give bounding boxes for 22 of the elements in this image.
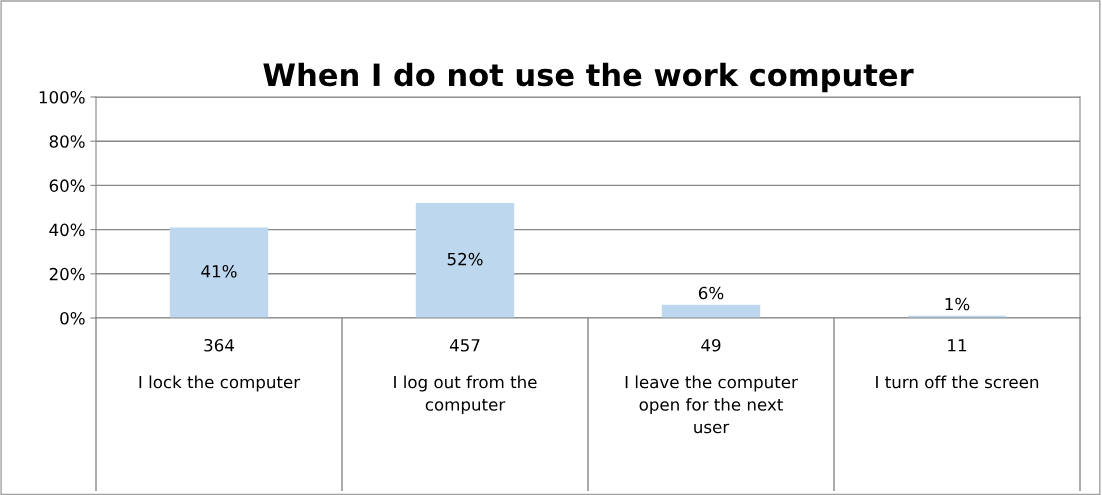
y-tick-label: 20% [49, 267, 85, 281]
x-tick-label: I lock the computer [139, 375, 301, 392]
y-tick-label: 40% [49, 223, 85, 237]
text: 49 [701, 338, 721, 352]
chart-title: When I do not use the work computer [263, 62, 914, 93]
text: 364 [204, 338, 234, 352]
x-tick-label: I turn off the screen [876, 375, 1039, 389]
y-tick-label: 80% [49, 135, 85, 148]
y-tick-label: 60% [49, 179, 85, 192]
bar [661, 304, 761, 318]
data-label: 1% [945, 297, 970, 311]
x-tick-label: I log out from the computer [394, 375, 537, 415]
y-tick-label: 0% [60, 311, 85, 325]
bar [415, 203, 515, 318]
text: 11 [948, 339, 967, 352]
y-tick-label: 100% [39, 90, 85, 104]
bar [169, 227, 269, 318]
data-label: 52% [447, 252, 483, 266]
x-tick-label: I leave the computer open for the next user [625, 375, 798, 434]
text: 457 [449, 339, 480, 352]
data-label: 41% [201, 264, 237, 278]
data-label: 6% [698, 286, 724, 300]
